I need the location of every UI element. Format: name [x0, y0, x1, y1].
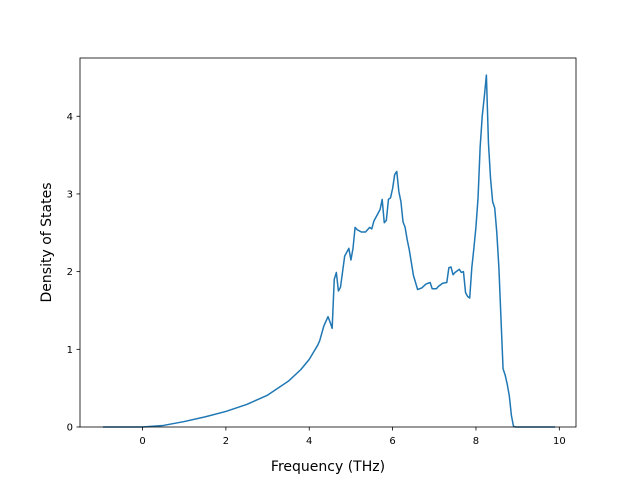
axis-ticks: 0 2 4 6 8 10 0 1 2 3 4	[67, 112, 566, 447]
dos-series-line-0	[102, 74, 556, 428]
y-axis-label: Density of States	[39, 183, 55, 303]
y-tick-label: 2	[67, 267, 73, 278]
x-tick-label: 0	[139, 436, 145, 447]
x-tick-label: 10	[553, 436, 566, 447]
x-tick-label: 4	[306, 436, 312, 447]
y-tick-label: 3	[67, 189, 73, 200]
axes-frame	[79, 57, 577, 428]
y-tick-label: 0	[67, 423, 73, 434]
y-tick-label: 1	[67, 345, 73, 356]
y-tick-label: 4	[67, 112, 73, 123]
x-tick-label: 6	[389, 436, 395, 447]
plot-area	[102, 74, 556, 428]
x-tick-label: 2	[223, 436, 229, 447]
x-axis-label: Frequency (THz)	[271, 459, 385, 475]
x-tick-label: 8	[473, 436, 479, 447]
